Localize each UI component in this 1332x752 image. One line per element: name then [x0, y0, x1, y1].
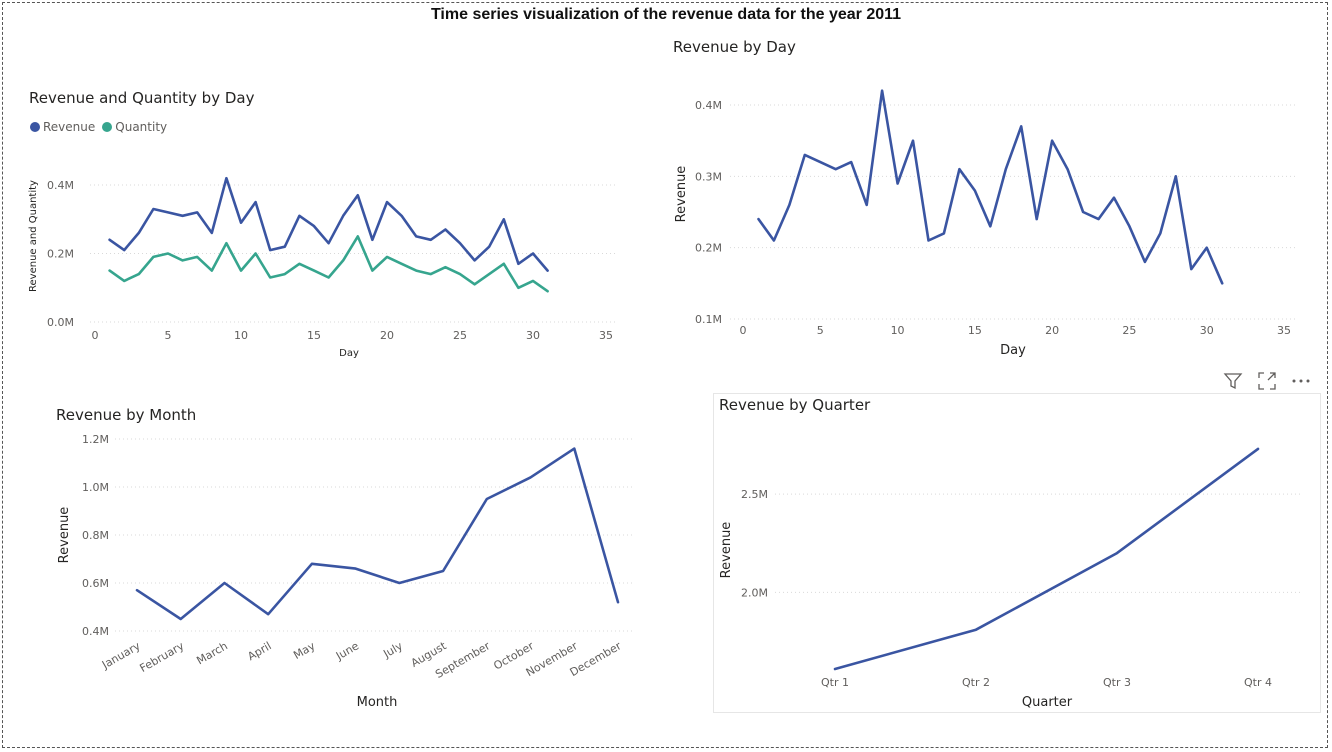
filter-icon[interactable] — [1222, 370, 1244, 392]
visual-header-icons — [1222, 370, 1312, 392]
selected-visual-border — [713, 393, 1321, 713]
more-options-icon[interactable] — [1290, 370, 1312, 392]
page-title: Time series visualization of the revenue… — [430, 6, 902, 23]
focus-mode-icon[interactable] — [1256, 370, 1278, 392]
